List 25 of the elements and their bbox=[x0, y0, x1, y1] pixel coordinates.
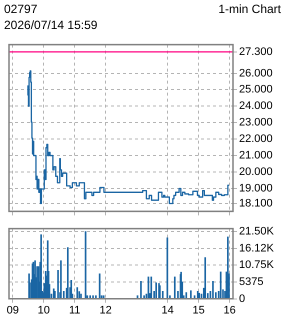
y-tick-label: 23.000 bbox=[239, 116, 273, 129]
y-tick-label: 18.100 bbox=[239, 197, 273, 210]
x-tick-label: 12 bbox=[100, 304, 112, 316]
x-tick-label: 15 bbox=[192, 304, 205, 316]
y-tick-label: 21.000 bbox=[239, 150, 273, 162]
y-tick-label: 20.000 bbox=[239, 166, 273, 178]
text: 2026/07/14 15:59 bbox=[4, 18, 98, 32]
y-tick-label: 24.000 bbox=[239, 100, 273, 112]
x-tick-label: 10 bbox=[38, 304, 50, 316]
y-tick-label: 22.000 bbox=[239, 133, 273, 146]
y-tick-label: 27.300 bbox=[239, 46, 273, 58]
y-tick-label: 0 bbox=[239, 292, 246, 305]
y-tick-label: 26.000 bbox=[239, 67, 273, 80]
y-tick-label: 25.000 bbox=[239, 84, 273, 96]
y-tick-label: 5375 bbox=[239, 276, 264, 288]
chart-title: 02797 bbox=[4, 2, 38, 16]
x-tick-label: 09 bbox=[6, 304, 19, 316]
chart-subtitle: 1-min Chart bbox=[218, 2, 281, 16]
y-tick-label: 10.75K bbox=[239, 259, 275, 272]
x-tick-label: 11 bbox=[68, 304, 80, 316]
y-tick-label: 16.12K bbox=[239, 242, 275, 254]
x-tick-label: 16 bbox=[223, 304, 236, 316]
x-tick-label: 14 bbox=[162, 304, 174, 316]
y-tick-label: 21.50K bbox=[239, 226, 275, 238]
y-tick-label: 19.000 bbox=[239, 182, 273, 195]
